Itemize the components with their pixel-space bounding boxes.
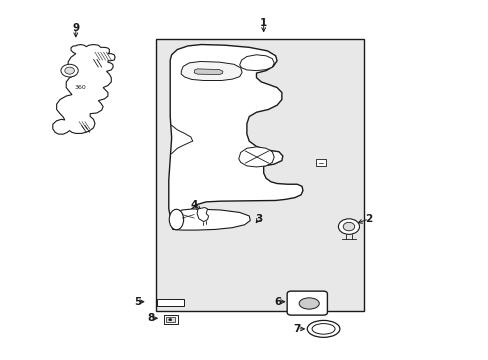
Ellipse shape xyxy=(311,324,334,334)
Polygon shape xyxy=(238,147,274,167)
Ellipse shape xyxy=(299,298,319,309)
Polygon shape xyxy=(171,209,250,230)
Text: 360: 360 xyxy=(75,85,86,90)
Ellipse shape xyxy=(169,209,183,230)
Circle shape xyxy=(65,67,74,74)
Circle shape xyxy=(338,219,359,234)
Text: 5: 5 xyxy=(134,297,142,307)
FancyBboxPatch shape xyxy=(157,298,184,306)
Polygon shape xyxy=(168,45,303,222)
Text: 3: 3 xyxy=(255,214,262,224)
Polygon shape xyxy=(194,69,223,75)
Polygon shape xyxy=(181,62,242,81)
FancyBboxPatch shape xyxy=(165,317,174,322)
Circle shape xyxy=(61,64,78,77)
FancyBboxPatch shape xyxy=(286,291,327,315)
FancyBboxPatch shape xyxy=(315,159,326,166)
Ellipse shape xyxy=(306,320,339,337)
Text: 6: 6 xyxy=(274,297,281,307)
Circle shape xyxy=(343,222,354,231)
Text: 2: 2 xyxy=(365,214,372,224)
Circle shape xyxy=(168,319,171,321)
Text: 9: 9 xyxy=(72,23,79,33)
Text: 1: 1 xyxy=(260,18,267,28)
FancyBboxPatch shape xyxy=(163,315,178,324)
Polygon shape xyxy=(197,207,208,222)
Text: 7: 7 xyxy=(293,324,300,334)
FancyBboxPatch shape xyxy=(156,39,364,311)
Text: 4: 4 xyxy=(190,200,198,210)
Polygon shape xyxy=(239,55,274,71)
Polygon shape xyxy=(53,45,115,134)
Text: 8: 8 xyxy=(147,313,154,323)
